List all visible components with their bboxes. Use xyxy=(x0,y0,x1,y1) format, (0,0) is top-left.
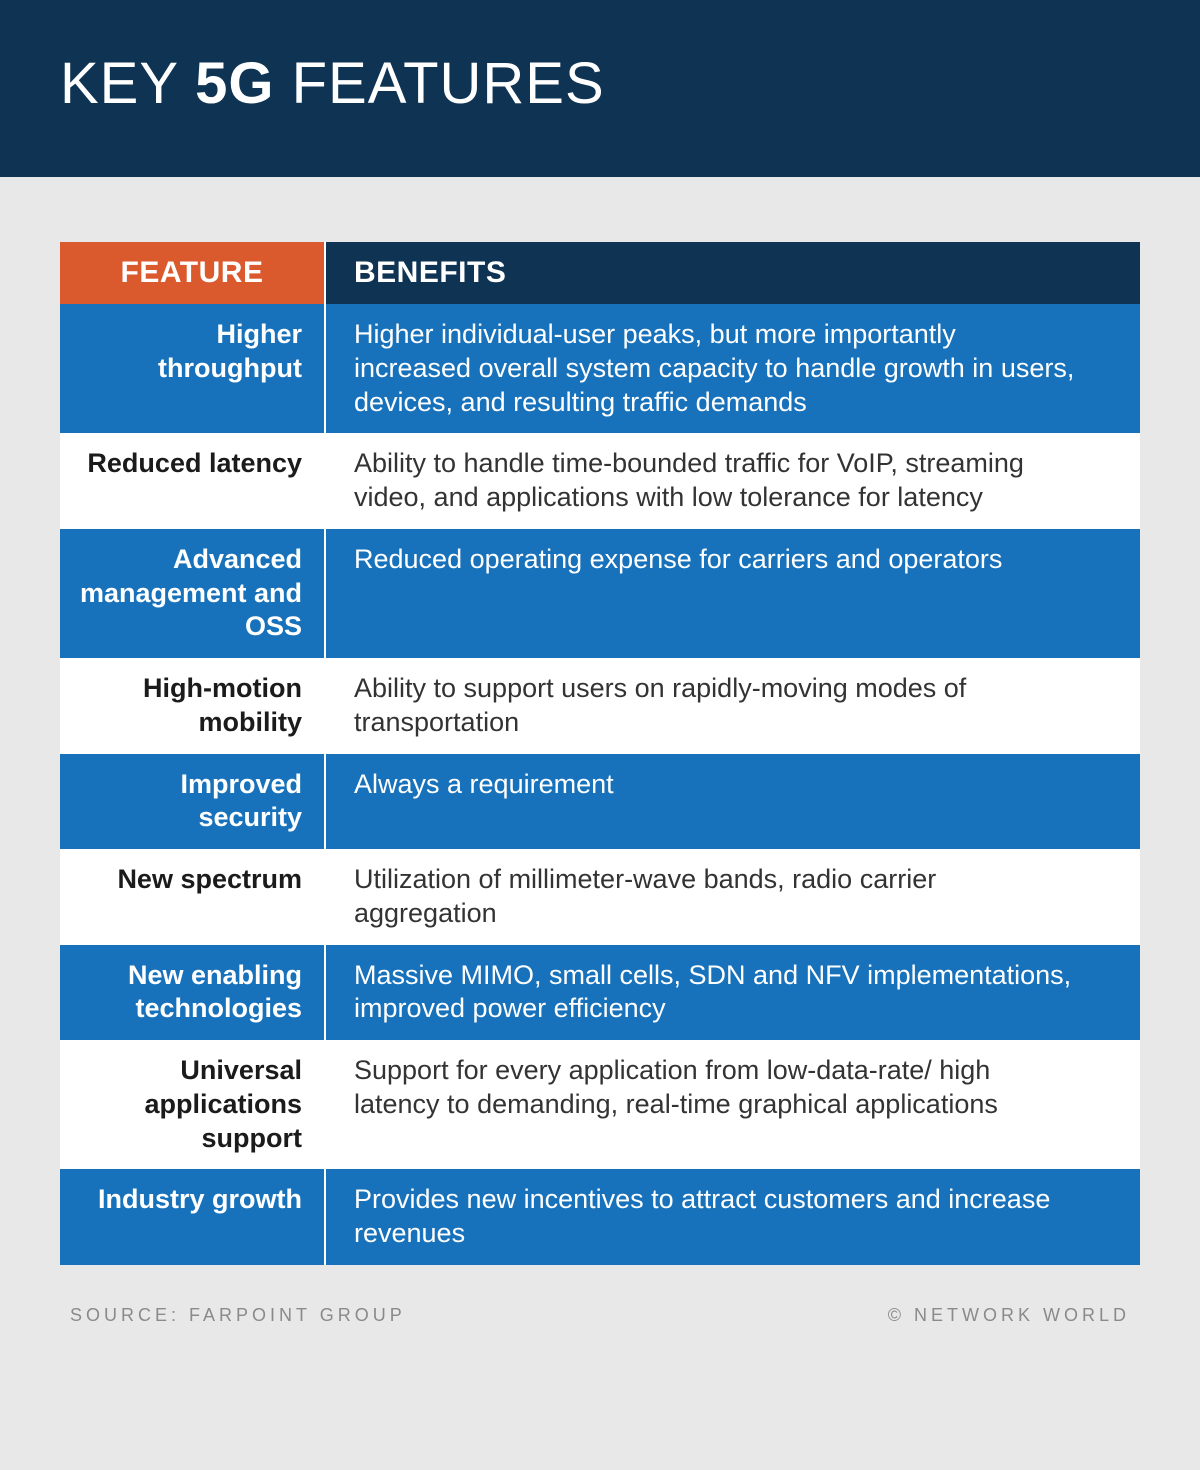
benefit-cell: Reduced operating expense for carriers a… xyxy=(325,529,1140,658)
feature-cell: High-motion mobility xyxy=(60,658,325,754)
benefit-cell: Higher individual-user peaks, but more i… xyxy=(325,304,1140,433)
benefit-cell: Ability to support users on rapidly-movi… xyxy=(325,658,1140,754)
page-title: KEY 5G FEATURES xyxy=(60,50,1140,117)
table-body: Higher throughputHigher individual-user … xyxy=(60,304,1140,1265)
table-row: High-motion mobilityAbility to support u… xyxy=(60,658,1140,754)
benefit-cell: Utilization of millimeter-wave bands, ra… xyxy=(325,849,1140,945)
feature-cell: Higher throughput xyxy=(60,304,325,433)
copyright-text: © NETWORK WORLD xyxy=(888,1305,1130,1326)
benefit-cell: Ability to handle time-bounded traffic f… xyxy=(325,433,1140,529)
title-bold: 5G xyxy=(195,51,274,116)
table-row: New spectrumUtilization of millimeter-wa… xyxy=(60,849,1140,945)
benefit-cell: Always a requirement xyxy=(325,754,1140,850)
feature-cell: Advanced management and OSS xyxy=(60,529,325,658)
benefit-cell: Provides new incentives to attract custo… xyxy=(325,1169,1140,1265)
column-header-feature: FEATURE xyxy=(60,242,325,304)
feature-cell: Improved security xyxy=(60,754,325,850)
table-header-row: FEATURE BENEFITS xyxy=(60,242,1140,304)
table-row: New enabling technologiesMassive MIMO, s… xyxy=(60,945,1140,1041)
feature-cell: New spectrum xyxy=(60,849,325,945)
column-header-benefits: BENEFITS xyxy=(325,242,1140,304)
table-row: Higher throughputHigher individual-user … xyxy=(60,304,1140,433)
table-row: Reduced latencyAbility to handle time-bo… xyxy=(60,433,1140,529)
table-row: Improved securityAlways a requirement xyxy=(60,754,1140,850)
table-row: Industry growthProvides new incentives t… xyxy=(60,1169,1140,1265)
title-post: FEATURES xyxy=(275,51,605,116)
feature-cell: Industry growth xyxy=(60,1169,325,1265)
table-row: Advanced management and OSSReduced opera… xyxy=(60,529,1140,658)
benefit-cell: Massive MIMO, small cells, SDN and NFV i… xyxy=(325,945,1140,1041)
table-row: Universal applications supportSupport fo… xyxy=(60,1040,1140,1169)
feature-cell: Reduced latency xyxy=(60,433,325,529)
features-table: FEATURE BENEFITS Higher throughputHigher… xyxy=(60,242,1140,1265)
title-pre: KEY xyxy=(60,51,195,116)
source-text: SOURCE: FARPOINT GROUP xyxy=(70,1305,406,1326)
feature-cell: Universal applications support xyxy=(60,1040,325,1169)
page-header: KEY 5G FEATURES xyxy=(0,0,1200,177)
content-area: FEATURE BENEFITS Higher throughputHigher… xyxy=(0,177,1200,1376)
feature-cell: New enabling technologies xyxy=(60,945,325,1041)
benefit-cell: Support for every application from low-d… xyxy=(325,1040,1140,1169)
footer: SOURCE: FARPOINT GROUP © NETWORK WORLD xyxy=(60,1265,1140,1346)
